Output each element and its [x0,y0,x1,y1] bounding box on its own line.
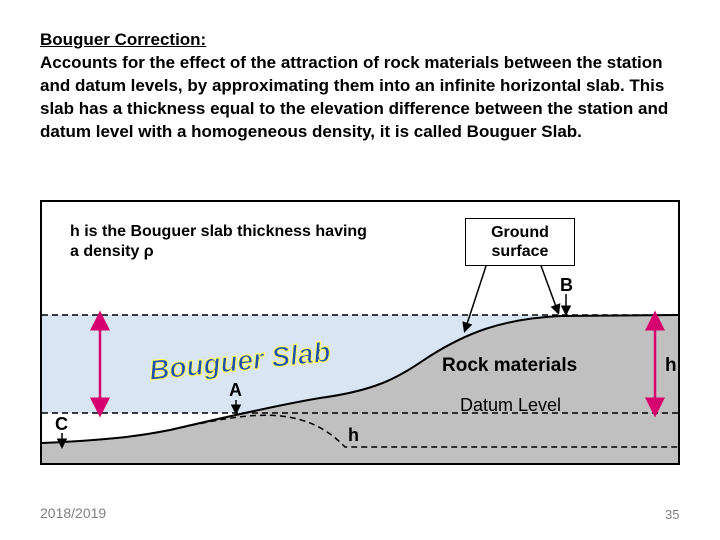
label-a: A [229,380,242,401]
page-number: 35 [665,507,679,522]
label-h-inner: h [348,425,359,446]
datum-level-label: Datum Level [460,395,561,416]
rock-materials-label: Rock materials [442,355,577,377]
ground-surface-l1: Ground [491,224,549,241]
label-b: B [560,275,573,296]
ground-surface-l2: surface [492,243,549,260]
footer-date: 2018/2019 [40,505,106,521]
ground-surface-box: Ground surface [465,218,575,266]
caption-slab-thickness: h is the Bouguer slab thickness having a… [70,222,370,262]
pointer-ground-right [540,263,558,312]
diagram-svg: Bouguer Slab [0,0,720,540]
label-c: C [55,414,68,435]
label-h-outer: h [665,355,677,377]
